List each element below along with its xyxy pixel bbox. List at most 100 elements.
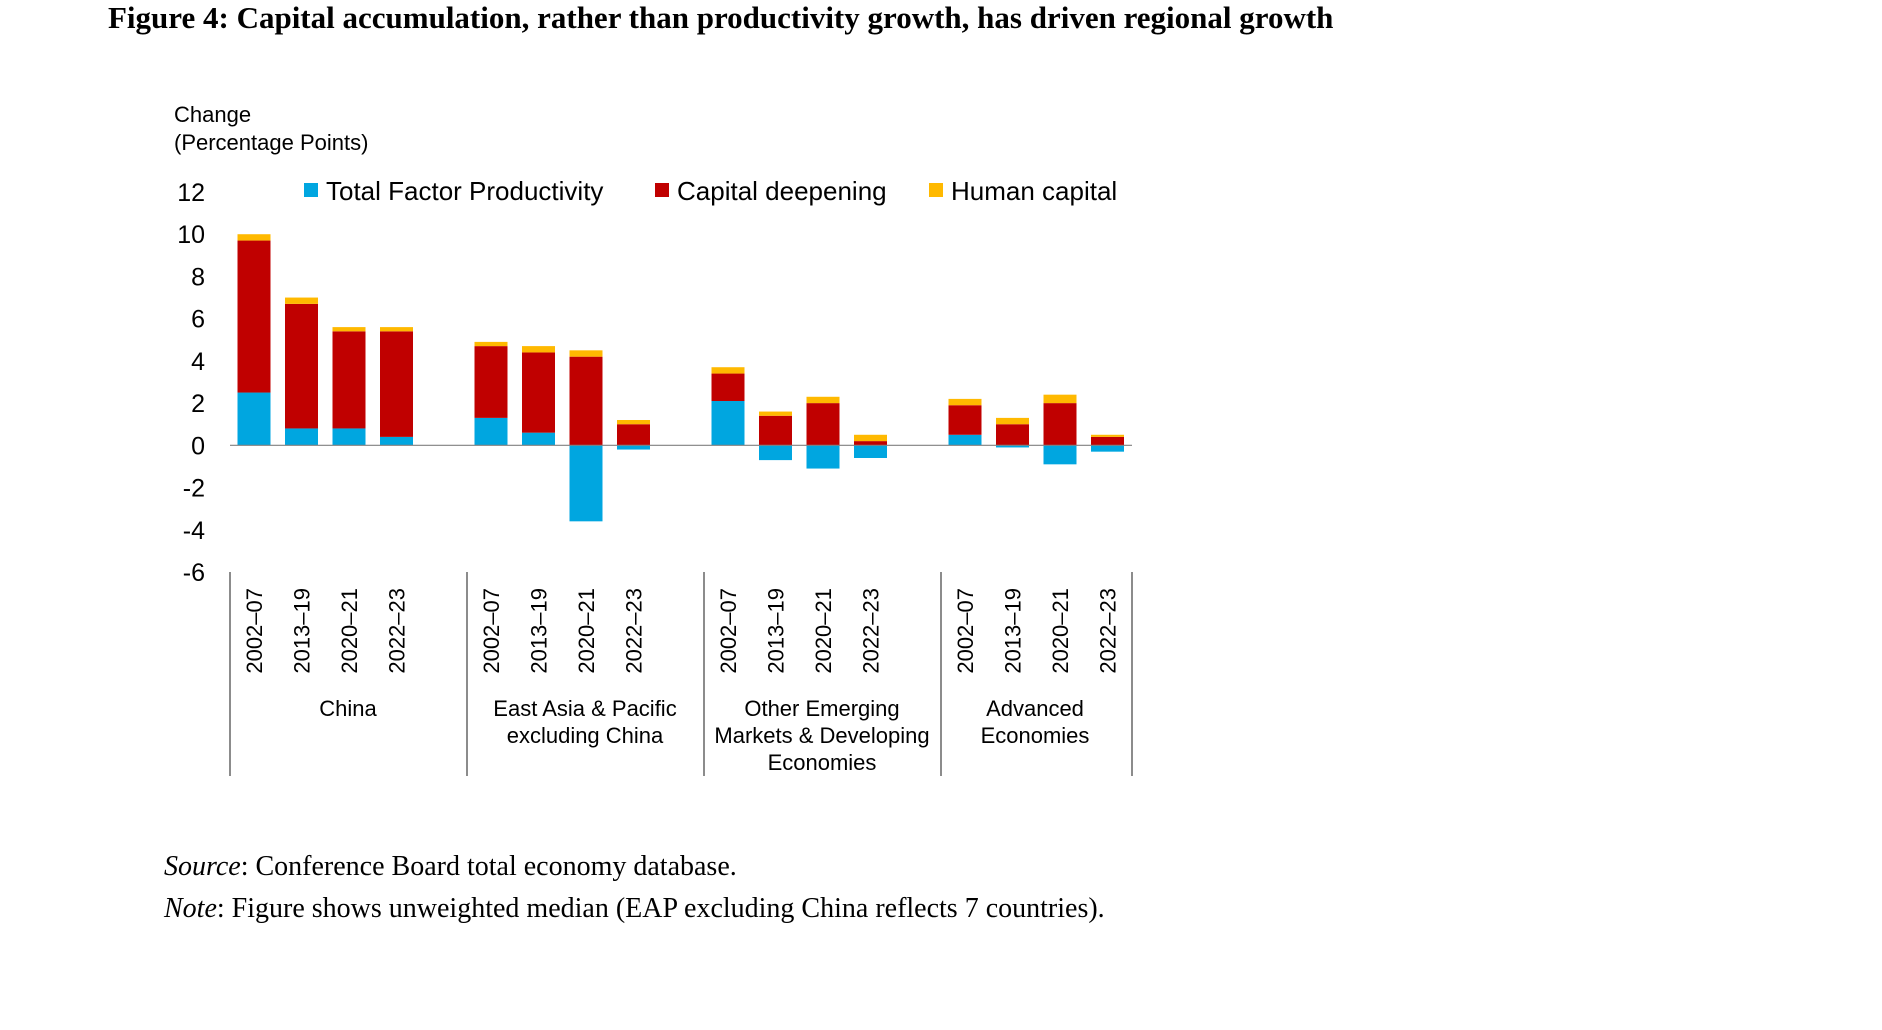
bar-segment <box>996 417 1029 425</box>
bar-segment <box>806 396 840 404</box>
bar-segment <box>522 432 555 446</box>
bar-segment <box>711 401 745 446</box>
bar-segment <box>237 392 271 446</box>
bar-segment <box>474 341 508 347</box>
x-category-label: 2022–23 <box>1096 588 1121 674</box>
source-line: Source: Conference Board total economy d… <box>164 846 1105 888</box>
bar-segment <box>332 428 366 446</box>
x-category-label: 2020–21 <box>574 588 599 674</box>
bar-segment <box>996 445 1029 448</box>
y-tick-label: 8 <box>191 263 205 291</box>
bar-segment <box>569 445 603 522</box>
bar-segment <box>806 445 840 469</box>
x-category-label: 2022–23 <box>622 588 647 674</box>
x-group-label-line: Advanced <box>986 696 1084 721</box>
bar-segment <box>522 346 555 353</box>
bar-segment <box>1091 436 1124 446</box>
bar-segment <box>617 424 650 446</box>
bar-segment <box>854 441 887 446</box>
x-category-label: 2020–21 <box>1048 588 1073 674</box>
x-category-label: 2013–19 <box>527 588 552 674</box>
x-category-label: 2013–19 <box>290 588 315 674</box>
bar-segment <box>474 346 508 418</box>
bar-segment <box>854 434 887 442</box>
note-line: Note: Figure shows unweighted median (EA… <box>164 888 1105 930</box>
y-tick-label: 12 <box>177 179 205 207</box>
bar-segment <box>474 417 508 446</box>
stacked-bar-chart: Change (Percentage Points) 12 10 8 6 4 2 0 -2 -4 -… <box>174 102 1133 776</box>
bar-segment <box>569 356 603 446</box>
bar-segment <box>1091 445 1124 452</box>
x-group-label-line: Markets & Developing <box>714 723 929 748</box>
legend-swatch <box>929 183 943 197</box>
legend-label: Human capital <box>951 176 1117 206</box>
x-category-label: 2020–21 <box>811 588 836 674</box>
figure-notes: Source: Conference Board total economy d… <box>164 846 1105 930</box>
bar-segment <box>948 434 982 446</box>
y-tick-label: -6 <box>183 559 205 587</box>
legend-swatch <box>304 183 318 197</box>
y-axis-label: Change (Percentage Points) <box>174 102 368 155</box>
group-separators <box>229 572 1133 776</box>
bar-segment <box>759 415 792 446</box>
bar-segment <box>380 327 413 332</box>
bar-segment <box>996 424 1029 446</box>
x-category-label: 2013–19 <box>764 588 789 674</box>
bar-segment <box>569 350 603 357</box>
source-label: Source <box>164 851 241 882</box>
bar-segment <box>806 403 840 446</box>
legend: Total Factor Productivity Capital deepeni… <box>304 176 1117 206</box>
bar-segment <box>854 445 887 458</box>
x-group-label-line: East Asia & Pacific <box>493 696 676 721</box>
x-category-label: 2022–23 <box>385 588 410 674</box>
y-axis-label-line: Change <box>174 102 251 127</box>
bar-segment <box>237 234 271 241</box>
bar-segment <box>285 428 318 446</box>
bar-segment <box>1043 403 1077 446</box>
bar-segment <box>759 445 792 461</box>
bar-segment <box>617 445 650 450</box>
x-axis-category-labels: 2002–07 2013–19 2020–21 2022–23 2002–07 2013–… <box>242 588 1121 674</box>
x-group-label-line: Economies <box>981 723 1090 748</box>
bar-segment <box>285 303 318 429</box>
bar-segment <box>1091 434 1124 437</box>
legend-label: Total Factor Productivity <box>326 176 603 206</box>
bar-segment <box>285 297 318 304</box>
bar-segment <box>1043 445 1077 465</box>
legend-label: Capital deepening <box>677 176 887 206</box>
bar-segment <box>948 405 982 435</box>
y-tick-label: 6 <box>191 306 205 334</box>
bar-segment <box>522 352 555 433</box>
bars <box>237 234 1124 522</box>
bar-segment <box>380 436 413 446</box>
y-tick-label: -2 <box>183 475 205 503</box>
bar-segment <box>711 373 745 401</box>
y-tick-label: 10 <box>177 221 205 249</box>
y-axis-label-line: (Percentage Points) <box>174 130 368 155</box>
bar-segment <box>948 398 982 406</box>
bar-segment <box>380 331 413 437</box>
x-category-label: 2022–23 <box>859 588 884 674</box>
y-tick-label: 4 <box>191 348 205 376</box>
x-category-label: 2002–07 <box>716 588 741 674</box>
x-group-label-line: Economies <box>768 750 877 775</box>
x-group-label-line: China <box>319 696 377 721</box>
bar-segment <box>759 411 792 416</box>
source-text: : Conference Board total economy databas… <box>240 851 737 882</box>
bar-segment <box>332 327 366 332</box>
bar-segment <box>711 367 745 374</box>
note-label: Note <box>164 893 217 924</box>
bar-segment <box>617 420 650 425</box>
bar-segment <box>237 240 271 393</box>
bar-segment <box>332 331 366 429</box>
x-category-label: 2020–21 <box>337 588 362 674</box>
y-tick-label: 2 <box>191 390 205 418</box>
x-group-label-line: excluding China <box>507 723 664 748</box>
bar-segment <box>1043 394 1077 404</box>
y-axis-ticks: 12 10 8 6 4 2 0 -2 -4 -6 <box>177 179 205 587</box>
note-text: : Figure shows unweighted median (EAP ex… <box>216 893 1105 924</box>
x-category-label: 2002–07 <box>242 588 267 674</box>
legend-swatch <box>655 183 669 197</box>
y-tick-label: -4 <box>183 517 205 545</box>
